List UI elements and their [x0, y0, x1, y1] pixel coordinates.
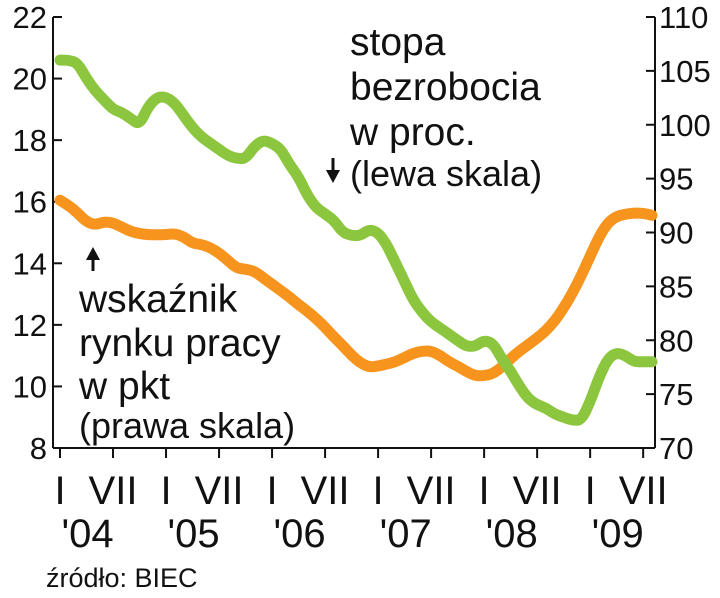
x-month-label: I — [160, 469, 171, 513]
left-tick-label: 22 — [13, 0, 47, 35]
left-tick-label: 12 — [13, 308, 47, 343]
x-month-label: VII — [89, 469, 138, 513]
right-tick-label: 70 — [659, 431, 693, 466]
unemployment-annotation-scale: (lewa skala) — [350, 153, 542, 194]
source-note: źródło: BIEC — [46, 563, 198, 593]
right-axis-ticks: 70 75 80 85 90 95 100 105 110 — [646, 0, 711, 466]
x-month-label: VII — [301, 469, 350, 513]
x-year-label: '05 — [168, 512, 220, 556]
left-tick-label: 20 — [13, 62, 47, 97]
left-tick-label: 10 — [13, 369, 47, 404]
x-month-label: I — [266, 469, 277, 513]
left-tick-label: 18 — [13, 123, 47, 158]
labour-index-annotation-line-2: rynku pracy — [79, 322, 281, 365]
labour-market-index-line — [54, 194, 658, 382]
x-month-label: I — [585, 469, 596, 513]
x-month-label: I — [479, 469, 490, 513]
x-month-label: VII — [407, 469, 456, 513]
right-tick-label: 105 — [659, 54, 711, 89]
x-year-label: '09 — [592, 512, 644, 556]
labour-index-annotation-line-3: w pkt — [78, 365, 170, 408]
x-month-label: I — [54, 469, 65, 513]
right-tick-label: 110 — [659, 0, 708, 35]
x-month-label: VII — [513, 469, 562, 513]
x-year-label: '08 — [486, 512, 538, 556]
unemployment-annotation-line-3: w proc. — [349, 111, 476, 154]
x-month-label: I — [373, 469, 384, 513]
left-tick-label: 14 — [13, 246, 47, 281]
right-tick-label: 90 — [659, 216, 693, 251]
right-tick-label: 95 — [659, 162, 693, 197]
labour-index-annotation-scale: (prawa skala) — [79, 405, 295, 446]
series-layer — [54, 54, 658, 426]
arrow-up-icon — [86, 247, 100, 271]
x-month-label: VII — [619, 469, 668, 513]
x-month-label: VII — [195, 469, 244, 513]
x-year-label: '07 — [380, 512, 432, 556]
x-year-label: '04 — [61, 512, 113, 556]
x-year-label: '06 — [274, 512, 326, 556]
right-tick-label: 100 — [659, 108, 711, 143]
arrow-down-icon — [326, 158, 340, 183]
right-tick-label: 75 — [659, 377, 693, 412]
left-axis-ticks: 8 10 12 14 16 18 20 22 — [13, 0, 62, 466]
left-tick-label: 8 — [30, 431, 47, 466]
labour-index-annotation: wskaźnik rynku pracy w pkt (prawa skala) — [78, 247, 295, 446]
right-tick-label: 85 — [659, 269, 693, 304]
labour-index-annotation-line-1: wskaźnik — [78, 278, 238, 321]
unemployment-rate-line — [54, 54, 658, 426]
unemployment-annotation-line-2: bezrobocia — [350, 66, 541, 109]
left-tick-label: 16 — [13, 185, 47, 220]
unemployment-annotation-line-1: stopa — [350, 21, 446, 64]
unemployment-annotation: stopa bezrobocia w proc. (lewa skala) — [326, 21, 542, 194]
x-axis-ticks: I VII I VII I VII I VII I VII I VII'04'05'06'07'08 '… — [54, 448, 668, 556]
right-tick-label: 80 — [659, 323, 693, 358]
